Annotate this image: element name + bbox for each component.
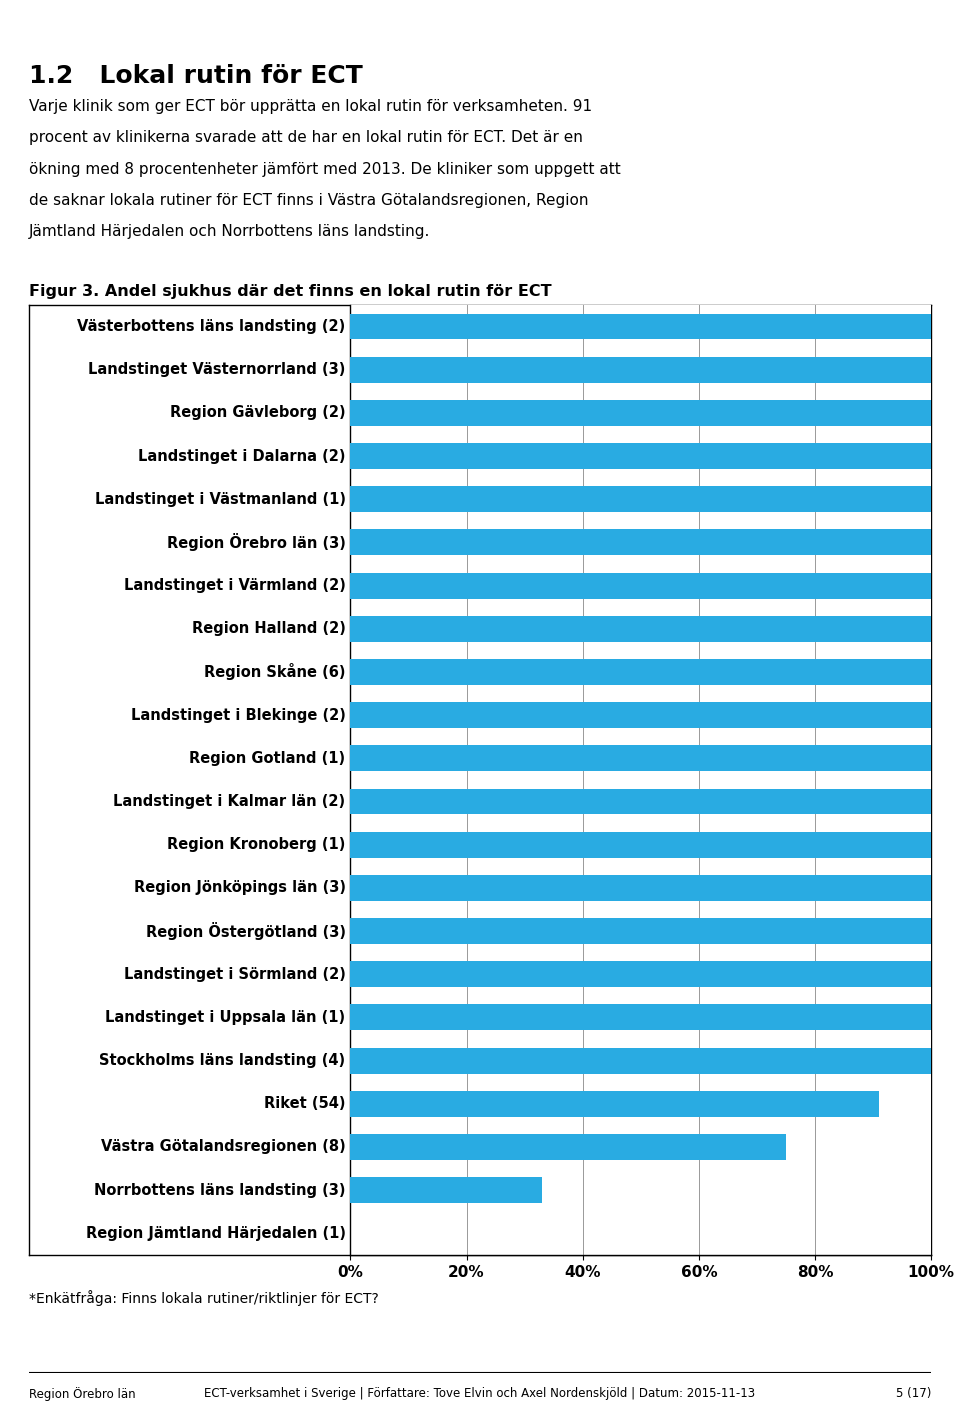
Text: Region Jämtland Härjedalen (1): Region Jämtland Härjedalen (1) <box>85 1225 346 1241</box>
Text: de saknar lokala rutiner för ECT finns i Västra Götalandsregionen, Region: de saknar lokala rutiner för ECT finns i… <box>29 193 588 208</box>
Text: Region Örebro län: Region Örebro län <box>29 1387 135 1401</box>
Bar <box>350 573 931 598</box>
Text: Stockholms läns landsting (4): Stockholms läns landsting (4) <box>100 1054 346 1068</box>
Text: ECT-verksamhet i Sverige | Författare: Tove Elvin och Axel Nordenskjöld | Datum:: ECT-verksamhet i Sverige | Författare: T… <box>204 1387 756 1400</box>
Bar <box>350 1090 879 1117</box>
Bar <box>350 313 931 339</box>
Bar <box>350 1177 542 1202</box>
Text: Region Kronoberg (1): Region Kronoberg (1) <box>167 837 346 852</box>
Bar <box>350 961 931 987</box>
Bar <box>350 357 931 383</box>
Text: Landstinget Västernorrland (3): Landstinget Västernorrland (3) <box>88 362 346 377</box>
Bar <box>350 917 931 944</box>
Text: procent av klinikerna svarade att de har en lokal rutin för ECT. Det är en: procent av klinikerna svarade att de har… <box>29 130 583 146</box>
Bar <box>350 1004 931 1031</box>
Bar <box>350 486 931 512</box>
Text: Region Jönköpings län (3): Region Jönköpings län (3) <box>133 881 346 895</box>
Text: Region Gävleborg (2): Region Gävleborg (2) <box>170 406 346 420</box>
Bar <box>350 746 931 771</box>
Text: Landstinget i Uppsala län (1): Landstinget i Uppsala län (1) <box>106 1010 346 1025</box>
Text: Landstinget i Kalmar län (2): Landstinget i Kalmar län (2) <box>113 794 346 810</box>
Text: ökning med 8 procentenheter jämfört med 2013. De kliniker som uppgett att: ökning med 8 procentenheter jämfört med … <box>29 162 620 177</box>
Text: Västerbottens läns landsting (2): Västerbottens läns landsting (2) <box>78 319 346 335</box>
Bar <box>350 788 931 814</box>
Bar <box>350 615 931 642</box>
Bar <box>350 832 931 858</box>
Text: Västra Götalandsregionen (8): Västra Götalandsregionen (8) <box>101 1140 346 1154</box>
Text: Varje klinik som ger ECT bör upprätta en lokal rutin för verksamheten. 91: Varje klinik som ger ECT bör upprätta en… <box>29 99 592 115</box>
Bar <box>350 702 931 727</box>
Text: 5 (17): 5 (17) <box>896 1387 931 1400</box>
Bar <box>350 875 931 900</box>
Bar <box>350 400 931 425</box>
Text: Region Gotland (1): Region Gotland (1) <box>189 750 346 766</box>
Text: Jämtland Härjedalen och Norrbottens läns landsting.: Jämtland Härjedalen och Norrbottens läns… <box>29 224 430 240</box>
Text: Region Östergötland (3): Region Östergötland (3) <box>146 922 346 940</box>
Text: Riket (54): Riket (54) <box>264 1096 346 1112</box>
Text: 1.2   Lokal rutin för ECT: 1.2 Lokal rutin för ECT <box>29 64 363 88</box>
Bar <box>350 442 931 469</box>
Text: Landstinget i Blekinge (2): Landstinget i Blekinge (2) <box>131 708 346 723</box>
Text: Region Skåne (6): Region Skåne (6) <box>204 664 346 681</box>
Text: Region Örebro län (3): Region Örebro län (3) <box>167 533 346 552</box>
Bar <box>350 1134 786 1160</box>
Text: Norrbottens läns landsting (3): Norrbottens läns landsting (3) <box>94 1183 346 1198</box>
Text: Region Halland (2): Region Halland (2) <box>192 621 346 637</box>
Bar <box>350 1048 931 1073</box>
Bar <box>350 659 931 685</box>
Text: *Enkätfråga: Finns lokala rutiner/riktlinjer för ECT?: *Enkätfråga: Finns lokala rutiner/riktli… <box>29 1290 378 1306</box>
Text: Landstinget i Värmland (2): Landstinget i Värmland (2) <box>124 579 346 593</box>
Text: Landstinget i Dalarna (2): Landstinget i Dalarna (2) <box>138 448 346 464</box>
Bar <box>350 529 931 556</box>
Text: Landstinget i Sörmland (2): Landstinget i Sörmland (2) <box>124 967 346 981</box>
Text: Landstinget i Västmanland (1): Landstinget i Västmanland (1) <box>95 492 346 506</box>
Text: Figur 3. Andel sjukhus där det finns en lokal rutin för ECT: Figur 3. Andel sjukhus där det finns en … <box>29 284 551 299</box>
